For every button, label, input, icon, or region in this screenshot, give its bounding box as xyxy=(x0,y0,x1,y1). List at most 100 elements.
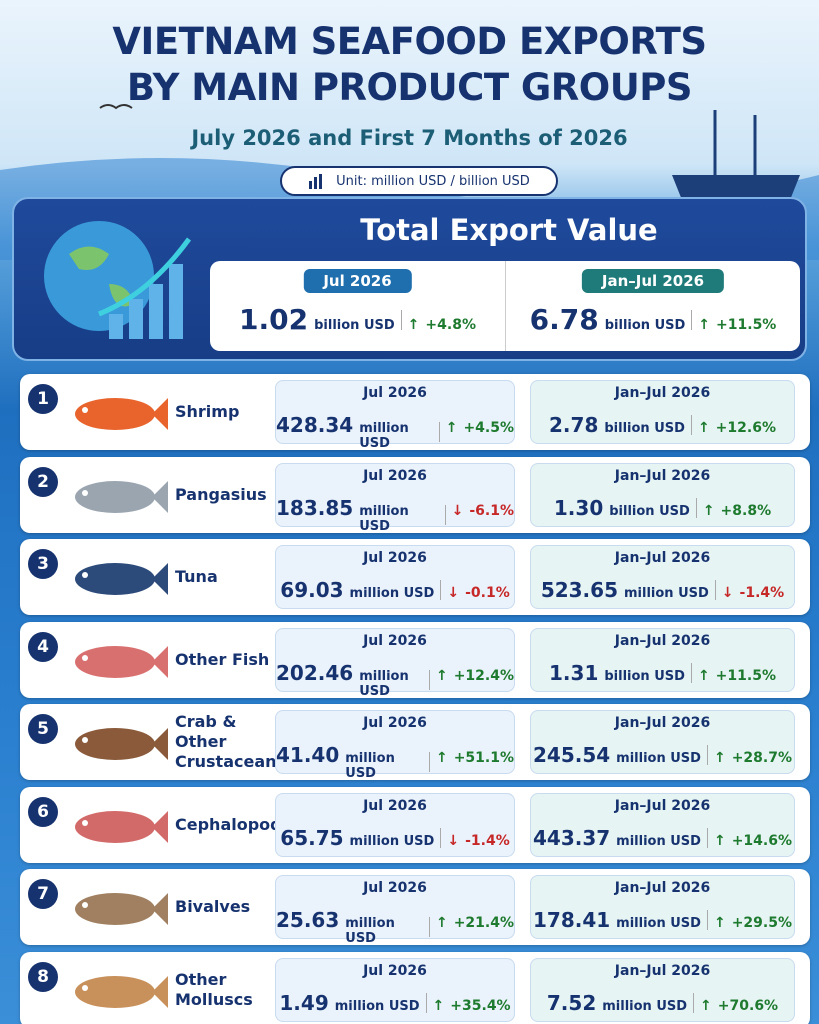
value: 523.65 xyxy=(540,578,618,602)
change: -0.1% xyxy=(465,585,510,601)
product-row: 2 Pangasius Jul 2026 183.85 million USD ↓ -6.1… xyxy=(20,456,810,534)
unit: million USD xyxy=(345,916,395,946)
value-line: 25.63 million USD ↑ +21.4% xyxy=(276,908,514,946)
rank-badge: 5 xyxy=(28,714,58,744)
separator xyxy=(691,309,693,330)
period-label: Jan–Jul 2026 xyxy=(614,962,711,979)
unit: million USD xyxy=(359,668,409,699)
change: +8.8% xyxy=(720,502,772,519)
period-cell: Jul 2026 65.75 million USD ↓ -1.4% xyxy=(275,792,515,857)
title: BY MAIN PRODUCT GROUPS xyxy=(126,66,693,109)
value-line: 523.65 million USD ↓ -1.4% xyxy=(531,578,794,602)
product-icon xyxy=(75,645,168,678)
subtitle: July 2026 and First 7 Months of 2026 xyxy=(191,126,628,150)
product-icon xyxy=(75,975,168,1008)
separator xyxy=(429,752,430,772)
value: 7.52 xyxy=(546,990,597,1015)
rank-badge: 2 xyxy=(28,466,58,497)
period-label: Jul 2026 xyxy=(363,550,427,566)
product-row: 4 Other Fish Jul 2026 202.46 million USD ↑ +12… xyxy=(20,621,810,699)
period-label: Jan–Jul 2026 xyxy=(614,385,711,401)
period-label: Jan–Jul 2026 xyxy=(614,467,711,484)
trend-arrow: ↑ xyxy=(697,667,710,684)
period-cell: Jan–Jul 2026 1.31 billion USD ↑ +11.5% xyxy=(530,627,795,692)
unit: million USD xyxy=(349,586,435,601)
trend-arrow: ↑ xyxy=(702,502,715,519)
separator xyxy=(693,992,695,1013)
unit: million USD xyxy=(359,503,409,534)
change: +4.5% xyxy=(463,420,514,436)
period-cell: Jul 2026 183.85 million USD ↓ -6.1% xyxy=(275,462,515,534)
trend-arrow: ↑ xyxy=(445,420,458,436)
value: 178.41 xyxy=(532,908,611,932)
change: +11.5% xyxy=(715,667,776,684)
separator xyxy=(440,827,442,848)
period-cell: Jul 2026 41.40 million USD ↑ +51.1% xyxy=(275,710,515,781)
product-icon xyxy=(75,728,168,760)
value: 6.78 xyxy=(529,303,599,336)
separator xyxy=(706,745,708,765)
trend-arrow: ↑ xyxy=(435,750,448,766)
change: -1.4% xyxy=(465,832,510,849)
period-label: Jul 2026 xyxy=(363,880,427,896)
value: 245.54 xyxy=(532,743,611,767)
product-row: 3 Tuna Jul 2026 69.03 million USD ↓ -0.1% Jan–J… xyxy=(20,539,810,615)
period-cell: Jan–Jul 2026 245.54 million USD ↑ +28.7% xyxy=(530,710,795,774)
period-label: Jul 2026 xyxy=(363,715,427,731)
unit: billion USD xyxy=(314,318,395,333)
product-icon xyxy=(75,398,168,430)
period-label: Jan–Jul 2026 xyxy=(614,880,711,896)
trend-arrow: ↑ xyxy=(435,915,448,931)
product-name: Crab & Other Crustaceans xyxy=(175,712,287,771)
change: +14.6% xyxy=(731,832,793,849)
period-label: Jul 2026 xyxy=(363,632,427,649)
period-cell: Jul 2026 202.46 million USD ↑ +12.4% xyxy=(275,627,515,699)
total-title: Total Export Value xyxy=(360,213,658,247)
product-icon xyxy=(75,810,168,843)
title: VIETNAM SEAFOOD EXPORTS xyxy=(112,20,707,63)
change: +28.7% xyxy=(731,750,793,766)
value-line: 1.02 billion USD ↑ +4.8% xyxy=(210,303,505,336)
trend-arrow: ↑ xyxy=(407,317,420,333)
period-cell: Jan–Jul 2026 1.30 billion USD ↑ +8.8% xyxy=(530,462,795,527)
trend-arrow: ↑ xyxy=(713,750,726,766)
separator xyxy=(438,422,440,442)
separator xyxy=(429,669,430,690)
unit: billion USD xyxy=(604,668,685,684)
total-cell: Jul 2026 1.02 billion USD ↑ +4.8% xyxy=(210,261,505,351)
rank-badge: 6 xyxy=(28,796,58,827)
change: +11.5% xyxy=(716,317,777,333)
product-name: Other Fish xyxy=(175,649,270,669)
value-line: 65.75 million USD ↓ -1.4% xyxy=(276,826,514,850)
product-row: 5 Crab & Other Crustaceans Jul 2026 41.40 mi… xyxy=(20,704,810,781)
period-label: Jan–Jul 2026 xyxy=(614,550,711,566)
value-line: 2.78 billion USD ↑ +12.6% xyxy=(531,413,794,437)
period-label: Jul 2026 xyxy=(363,385,427,401)
period-cell: Jul 2026 69.03 million USD ↓ -0.1% xyxy=(275,545,515,609)
change: +51.1% xyxy=(453,750,514,766)
product-row: 7 Bivalves Jul 2026 25.63 million USD ↑ +21.4%… xyxy=(20,869,810,946)
rank-badge: 8 xyxy=(28,961,58,992)
value-line: 428.34 million USD ↑ +4.5% xyxy=(276,413,514,451)
rank-badge: 7 xyxy=(28,879,58,909)
unit: billion USD xyxy=(604,318,686,333)
value-line: 41.40 million USD ↑ +51.1% xyxy=(276,743,514,781)
product-row: 8 Other Molluscs Jul 2026 1.49 million USD ↑ +… xyxy=(20,951,810,1024)
change: -6.1% xyxy=(469,502,514,519)
period-label: Jul 2026 xyxy=(363,467,427,484)
period-cell: Jul 2026 25.63 million USD ↑ +21.4% xyxy=(275,875,515,946)
value-line: 69.03 million USD ↓ -0.1% xyxy=(276,578,514,602)
separator xyxy=(706,827,708,848)
trend-arrow: ↓ xyxy=(721,585,734,601)
period-cell: Jan–Jul 2026 443.37 million USD ↑ +14.6% xyxy=(530,792,795,857)
change: +21.4% xyxy=(453,915,514,931)
rank-badge: 3 xyxy=(28,549,58,579)
period-label: Jan–Jul 2026 xyxy=(581,269,725,293)
separator xyxy=(714,580,716,600)
product-icon xyxy=(75,480,168,513)
separator xyxy=(690,415,692,435)
unit: million USD xyxy=(602,998,688,1014)
period-label: Jul 2026 xyxy=(363,797,427,814)
value: 183.85 xyxy=(276,495,354,520)
product-name: Other Molluscs xyxy=(175,969,253,1009)
